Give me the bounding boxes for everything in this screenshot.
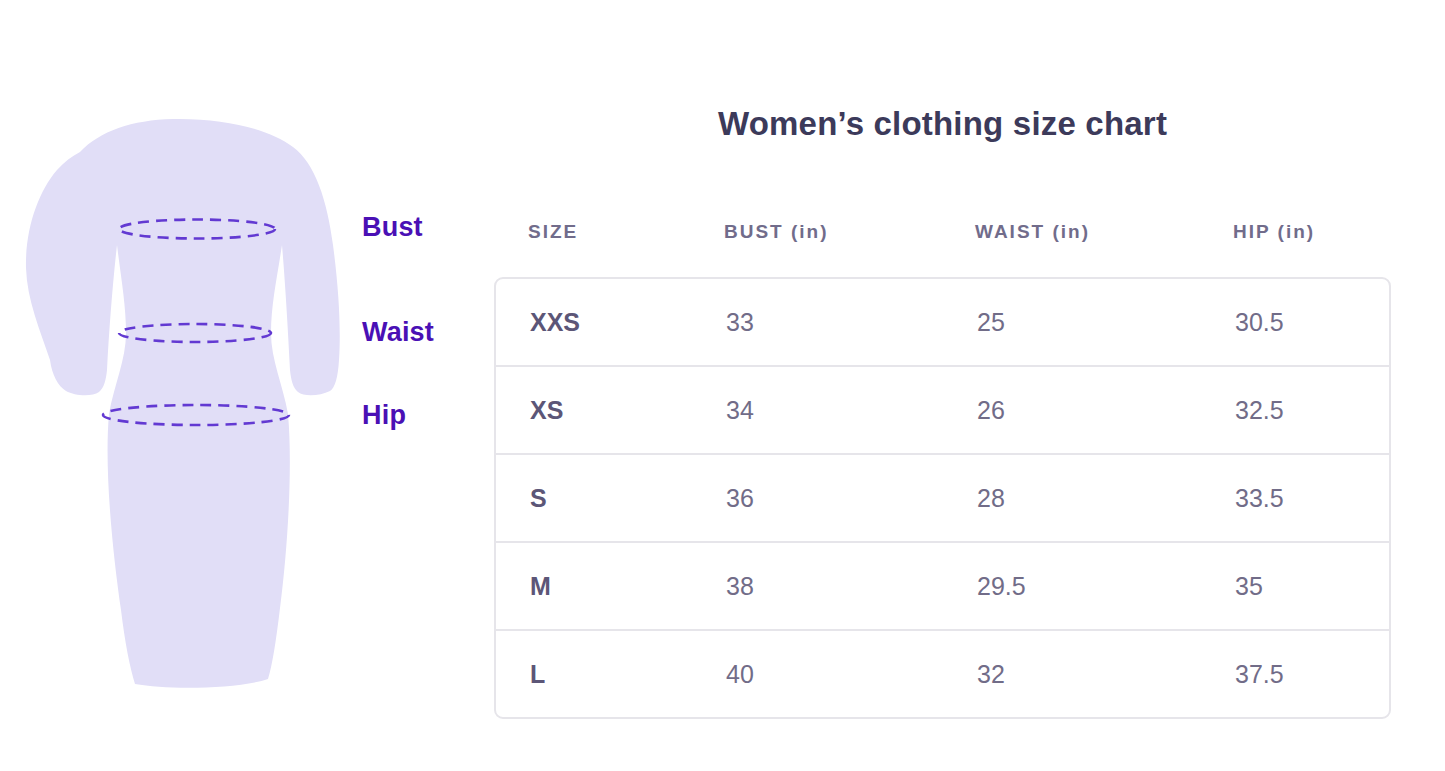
bust-cell: 36 — [726, 484, 977, 513]
hip-cell: 37.5 — [1235, 660, 1389, 689]
hip-cell: 32.5 — [1235, 396, 1389, 425]
hip-cell: 33.5 — [1235, 484, 1389, 513]
column-header-hip: HIP (in) — [1233, 221, 1391, 243]
bust-cell: 38 — [726, 572, 977, 601]
size-cell: S — [530, 484, 726, 513]
size-chart-page: Bust Waist Hip Women’s clothing size cha… — [0, 0, 1445, 771]
waist-cell: 29.5 — [977, 572, 1235, 601]
dress-diagram — [0, 0, 460, 771]
column-header-bust: BUST (in) — [724, 221, 975, 243]
size-table: XXS 33 25 30.5 XS 34 26 32.5 S 36 28 33.… — [494, 277, 1391, 719]
column-header-size: SIZE — [528, 221, 724, 243]
column-header-waist: WAIST (in) — [975, 221, 1233, 243]
table-header-row: SIZE BUST (in) WAIST (in) HIP (in) — [494, 221, 1391, 243]
dress-silhouette — [26, 119, 340, 688]
waist-label: Waist — [362, 317, 434, 348]
size-cell: M — [530, 572, 726, 601]
waist-cell: 28 — [977, 484, 1235, 513]
size-cell: XS — [530, 396, 726, 425]
page-title: Women’s clothing size chart — [494, 105, 1391, 143]
waist-cell: 26 — [977, 396, 1235, 425]
table-row-l: L 40 32 37.5 — [496, 629, 1389, 717]
table-row-xxs: XXS 33 25 30.5 — [496, 279, 1389, 365]
table-row-s: S 36 28 33.5 — [496, 453, 1389, 541]
table-row-m: M 38 29.5 35 — [496, 541, 1389, 629]
hip-cell: 30.5 — [1235, 308, 1389, 337]
bust-label: Bust — [362, 212, 423, 243]
size-cell: XXS — [530, 308, 726, 337]
waist-cell: 32 — [977, 660, 1235, 689]
bust-cell: 34 — [726, 396, 977, 425]
hip-label: Hip — [362, 400, 406, 431]
size-cell: L — [530, 660, 726, 689]
waist-cell: 25 — [977, 308, 1235, 337]
bust-cell: 40 — [726, 660, 977, 689]
hip-cell: 35 — [1235, 572, 1389, 601]
bust-cell: 33 — [726, 308, 977, 337]
table-row-xs: XS 34 26 32.5 — [496, 365, 1389, 453]
